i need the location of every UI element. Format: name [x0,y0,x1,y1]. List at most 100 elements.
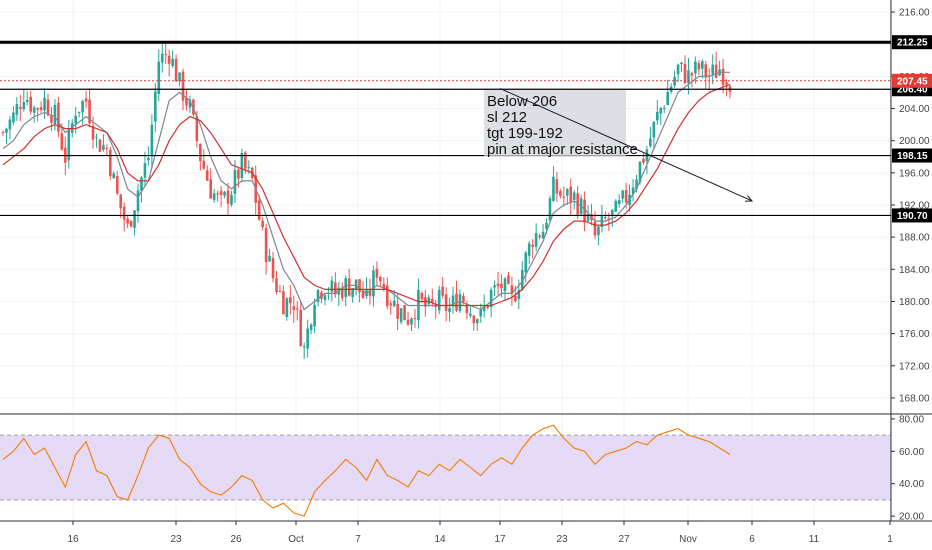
candle-up [638,161,642,182]
candle-up [143,163,147,178]
candle-up [541,231,545,239]
candle-down [555,179,559,194]
candle-up [448,307,451,313]
candle-up [32,107,36,113]
rsi-band-fill [0,435,891,500]
last-price-tag-label: 207.45 [897,76,928,87]
price-tick-label: 204.00 [899,104,930,115]
candle-down [105,147,109,149]
price-tick-label: 200.00 [899,136,930,147]
candle-down [465,304,469,314]
candle-down [50,115,53,123]
candle-down [379,276,382,282]
level-tag-label: 198.15 [897,151,928,162]
level-tag-box [892,148,932,163]
candle-up [493,285,496,288]
candle-down [604,217,607,219]
candle-up [171,58,174,67]
rsi-axis[interactable]: 20.00 40.00 60.00 80.00 [891,414,924,523]
candle-up [306,328,309,349]
candle-up [662,107,666,109]
candle-up [437,289,441,311]
candle-down [219,190,223,196]
candle-down [507,275,510,284]
candle-down [119,194,123,209]
candle-down [275,278,278,292]
candle-up [77,111,81,113]
rsi-line [2,424,731,517]
candle-down [98,139,102,152]
last-price-tag-box [892,73,932,88]
candle-up [15,104,19,115]
candle-down [295,308,299,310]
candle-down [358,279,361,293]
candle-down [164,54,168,56]
time-tick-label: 27 [618,534,630,545]
candle-up [102,145,105,150]
candle-up [154,91,157,122]
candle-down [593,221,597,236]
level-tag-box [892,35,932,50]
candle-up [545,222,548,229]
candle-up [631,187,635,195]
candle-up [67,129,71,161]
candle-down [420,293,424,299]
candle-up [701,61,704,69]
price-axis[interactable]: 168.00 172.00 176.00 180.00 184.00 188.00 192.… [891,8,930,405]
candle-up [240,152,244,178]
projection-arrow [499,87,754,202]
candle-down [430,298,434,303]
candle-down [129,221,133,227]
price-tick-label: 180.00 [899,297,930,308]
candle-up [548,198,552,221]
time-axis[interactable]: 16 23 26 Oct 7 14 17 23 27 Nov 6 11 1 [67,521,893,545]
candle-up [178,72,181,82]
candle-up [212,193,216,200]
candle-down [704,64,708,78]
trade-note-box [484,90,626,156]
candle-down [607,218,611,220]
candle-up [520,270,524,290]
candle-up [656,111,659,121]
candle-down [444,294,448,311]
candle-down [559,190,562,197]
candle-up [503,278,507,292]
candle-down [264,228,268,263]
candle-up [680,62,683,64]
candle-up [597,226,600,236]
candle-up [22,102,26,110]
candle-down [683,64,687,84]
candle-down [244,152,247,169]
candle-down [192,99,195,115]
candle-up [676,64,680,75]
slow-moving-average-line [2,83,731,307]
candle-up [188,100,192,108]
candle-down [174,58,178,82]
candle-up [133,210,136,228]
candle-up [344,278,348,297]
note-line-4: pin at major resistance [487,141,638,158]
rsi-band [0,434,891,501]
candle-up [147,157,150,161]
price-tick-label: 188.00 [899,233,930,244]
time-tick-label: Nov [679,534,697,545]
candle-up [268,255,271,262]
candle-up [649,138,652,147]
candle-up [53,104,57,124]
rsi-tick-label: 40.00 [899,479,924,490]
candle-up [392,300,396,307]
price-tags: 212.25 206.40 198.15 190.70 207.45 [892,35,932,223]
price-tick-label: 192.00 [899,200,930,211]
candle-down [690,73,694,76]
rsi-tick-label: 60.00 [899,447,924,458]
candle-up [112,173,116,179]
candle-up [150,124,154,157]
candle-down [202,160,206,169]
candle-up [479,308,483,317]
moving-averages [2,71,731,311]
candle-down [624,189,628,203]
price-tick-label: 196.00 [899,168,930,179]
horizontal-levels [0,40,891,217]
candle-down [500,283,503,289]
candle-up [565,189,569,196]
